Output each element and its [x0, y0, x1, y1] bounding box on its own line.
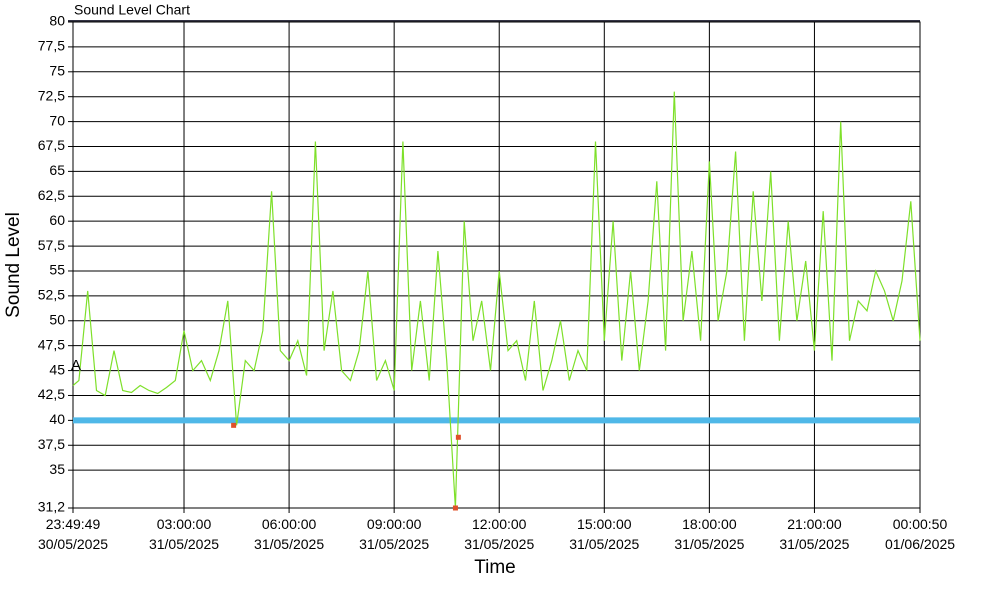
x-tick-label-line: 03:00:00: [157, 516, 212, 532]
y-tick-label: 60: [49, 212, 65, 228]
y-tick-label: 72,5: [38, 87, 65, 103]
x-tick-label-line: 01/06/2025: [885, 536, 955, 552]
min-marker: [452, 505, 458, 511]
series-line: [72, 91, 921, 509]
min-marker: [455, 434, 461, 440]
x-tick-label-line: 18:00:00: [682, 516, 737, 532]
y-tick-label: 70: [49, 112, 65, 128]
x-tick-label-line: 31/05/2025: [674, 536, 744, 552]
x-tick-label: 15:00:00 31/05/2025: [569, 516, 639, 552]
y-tick-label: 65: [49, 162, 65, 178]
y-tick-label: 75: [49, 62, 65, 78]
y-tick-label: 40: [49, 411, 65, 427]
x-tick-label-line: 30/05/2025: [38, 536, 108, 552]
y-tick-label: 77,5: [38, 38, 65, 54]
y-tick-label: 50: [49, 311, 65, 327]
x-tick-label-line: 31/05/2025: [149, 536, 219, 552]
x-tick-label-line: 31/05/2025: [779, 536, 849, 552]
x-tick-label: 09:00:00 31/05/2025: [359, 516, 429, 552]
x-axis-label: Time: [474, 557, 516, 578]
x-tick-label: 18:00:00 31/05/2025: [674, 516, 744, 552]
x-tick-label: 21:00:00 31/05/2025: [779, 516, 849, 552]
x-tick-label: 06:00:00 31/05/2025: [254, 516, 324, 552]
y-tick-label: 80: [49, 13, 65, 29]
y-tick-label: 42,5: [38, 386, 65, 402]
x-tick-label: 00:00:50 01/06/2025: [885, 516, 955, 552]
x-tick-label-line: 15:00:00: [577, 516, 632, 532]
plot-frame: [72, 21, 921, 509]
x-tick-label: 12:00:00 31/05/2025: [464, 516, 534, 552]
chart-title: Sound Level Chart: [74, 2, 190, 18]
y-tick-label: 55: [49, 262, 65, 278]
y-axis-label: Sound Level: [3, 212, 24, 318]
annotation: A: [71, 357, 81, 374]
x-tick-label-line: 31/05/2025: [464, 536, 534, 552]
x-tick-label-line: 06:00:00: [262, 516, 317, 532]
y-tick-label: 57,5: [38, 237, 65, 253]
x-tick-label-line: 31/05/2025: [254, 536, 324, 552]
y-tick-label: 52,5: [38, 287, 65, 303]
x-tick-label-line: 21:00:00: [787, 516, 842, 532]
y-tick-label: 62,5: [38, 187, 65, 203]
y-tick-label: 67,5: [38, 137, 65, 153]
x-tick-label-line: 12:00:00: [472, 516, 527, 532]
x-tick-label: 03:00:00 31/05/2025: [149, 516, 219, 552]
y-tick-label: 31,2: [38, 499, 65, 515]
x-tick-label-line: 23:49:49: [46, 516, 101, 532]
x-tick-label: 23:49:49 30/05/2025: [38, 516, 108, 552]
x-tick-label-line: 31/05/2025: [569, 536, 639, 552]
x-tick-label-line: 00:00:50: [893, 516, 948, 532]
x-tick-label-line: 31/05/2025: [359, 536, 429, 552]
x-tick-label-line: 09:00:00: [367, 516, 422, 532]
y-tick-label: 37,5: [38, 436, 65, 452]
y-tick-label: 47,5: [38, 336, 65, 352]
y-tick-label: 35: [49, 461, 65, 477]
y-tick-label: 45: [49, 361, 65, 377]
min-marker: [231, 422, 237, 428]
